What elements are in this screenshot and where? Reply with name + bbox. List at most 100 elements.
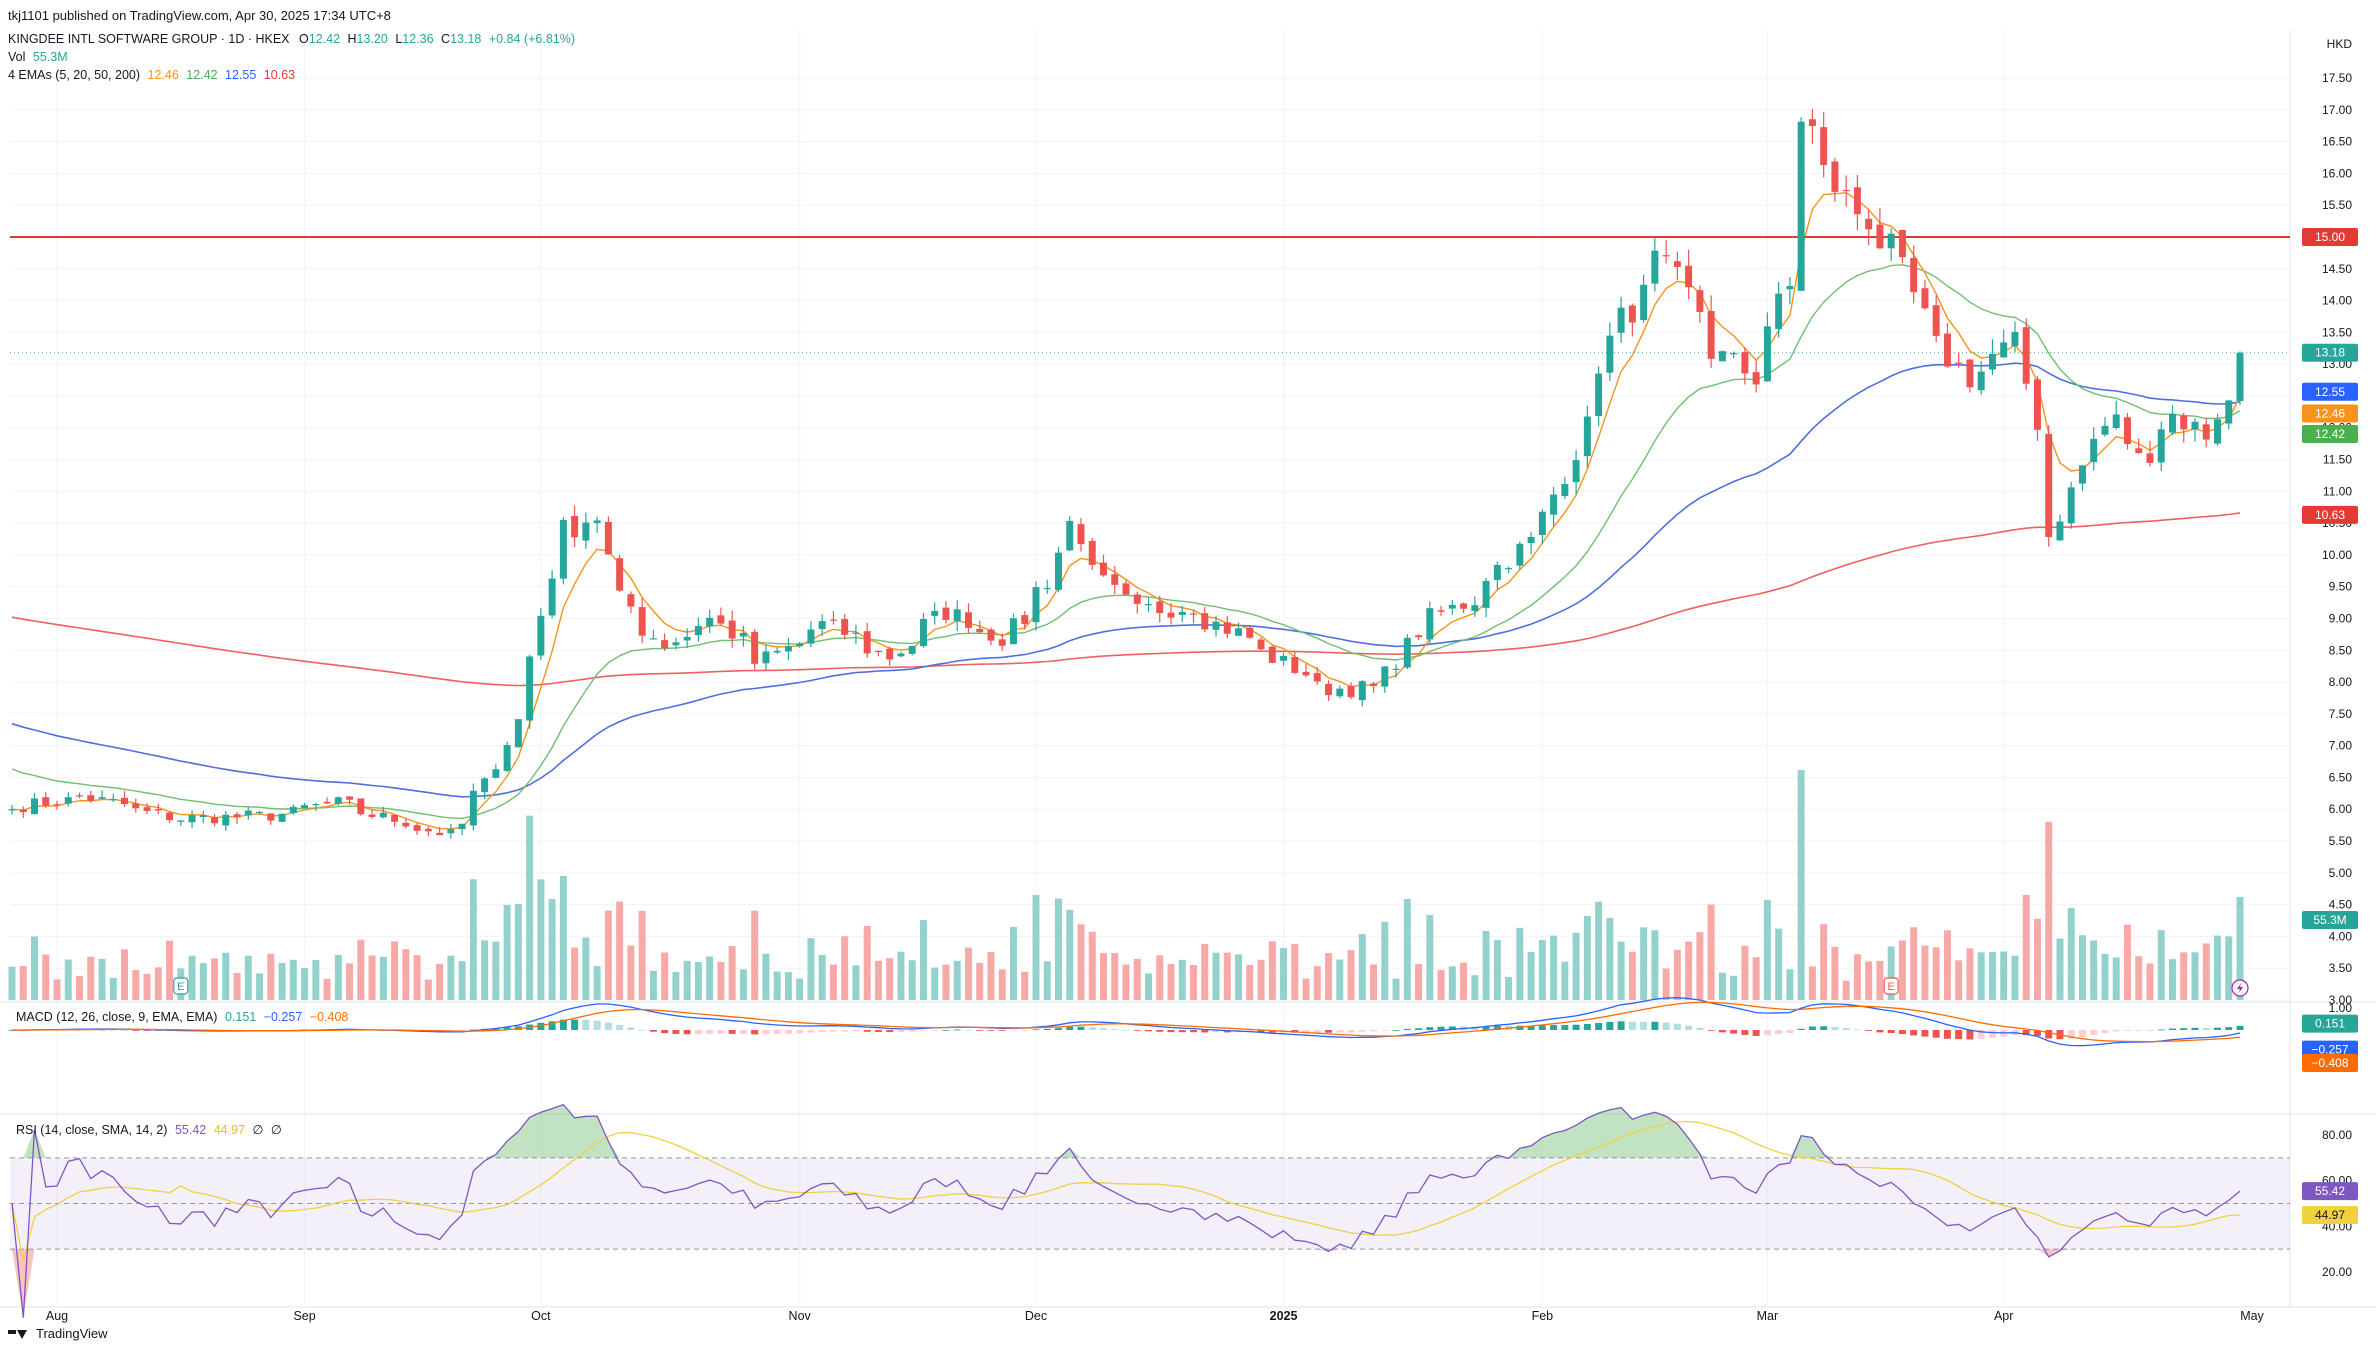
ema50-price-tag: 12.55: [2315, 385, 2345, 399]
volume-bar: [1763, 899, 1771, 1000]
rsi-overbought-fill: [1531, 1137, 1543, 1158]
candle-body: [1516, 543, 1524, 566]
macd-histogram-bar: [1842, 1028, 1850, 1030]
volume-bar: [357, 939, 365, 1000]
candle-body: [1550, 494, 1558, 515]
macd-histogram-bar: [1156, 1030, 1164, 1032]
macd-histogram-bar: [773, 1030, 781, 1035]
macd-histogram-bar: [784, 1030, 792, 1034]
volume-bar: [121, 949, 129, 1000]
volume-bar: [1685, 941, 1693, 1000]
earnings-marker-icon: [173, 977, 189, 995]
rsi-pane[interactable]: [10, 1103, 2290, 1318]
candle-body: [8, 809, 16, 811]
volume-bar: [2146, 963, 2154, 1000]
rsi-label[interactable]: RSI (14, close, SMA, 14, 2): [16, 1123, 168, 1137]
candle-body: [796, 643, 804, 647]
macd-histogram-bar: [1426, 1027, 1434, 1030]
macd-histogram-bar: [1662, 1022, 1670, 1030]
macd-histogram-bar: [2180, 1028, 2188, 1030]
volume-bar: [1921, 945, 1929, 1000]
candle-body: [1471, 605, 1479, 612]
macd-line-tag: −0.257: [2311, 1043, 2348, 1057]
candle-body: [2090, 438, 2098, 463]
volume-bar: [1471, 975, 1479, 1000]
candle-body: [1178, 611, 1186, 616]
candle-body: [1538, 511, 1546, 536]
macd-label[interactable]: MACD (12, 26, close, 9, EMA, EMA): [16, 1010, 218, 1024]
candle-body: [987, 629, 995, 641]
volume-bar: [278, 963, 286, 1000]
ema5-value: 12.46: [147, 68, 179, 82]
candle-body: [1066, 520, 1074, 551]
macd-histogram-bar: [571, 1019, 579, 1030]
candle-body: [1730, 353, 1738, 355]
volume-bar: [1651, 930, 1659, 1000]
price-labels: 15.00 13.18 12.55 12.46 12.42 10.63 55.3M 0.151…: [2302, 227, 2358, 1224]
candle-body: [256, 811, 264, 814]
symbol-header: KINGDEE INTL SOFTWARE GROUP · 1D · HKEX …: [8, 32, 575, 46]
macd-histogram-bar: [1437, 1026, 1445, 1030]
macd-histogram-bar: [1145, 1030, 1152, 1032]
ema5-price-tag: 12.46: [2315, 406, 2345, 420]
candle-body: [784, 646, 792, 652]
price-tick-label: 13.50: [2322, 325, 2352, 339]
macd-histogram-bar: [1685, 1025, 1693, 1030]
rsi-overbought-fill: [552, 1104, 564, 1158]
ema-label[interactable]: 4 EMAs (5, 20, 50, 200): [8, 68, 141, 82]
macd-histogram-bar: [1054, 1027, 1062, 1030]
footer: TradingView: [8, 1326, 108, 1341]
symbol-name[interactable]: KINGDEE INTL SOFTWARE GROUP · 1D · HKEX: [8, 32, 290, 46]
macd-histogram-bar: [1763, 1030, 1771, 1036]
volume-bar: [852, 965, 860, 1000]
volume-bar: [964, 947, 972, 1000]
candle-body: [413, 825, 421, 831]
candle-body: [919, 619, 927, 647]
macd-histogram-bar: [931, 1030, 939, 1031]
macd-histogram-bar: [1741, 1030, 1749, 1035]
candle-body: [1190, 613, 1198, 615]
candle-body: [1313, 673, 1321, 682]
macd-histogram-bar: [1707, 1030, 1715, 1031]
volume-bar: [1043, 961, 1051, 1000]
candle-body: [604, 521, 612, 555]
rsi-tag-bg: [2302, 1182, 2358, 1201]
volume-bar: [1482, 930, 1490, 1000]
volume-bar: [953, 960, 961, 1000]
candle-body: [1415, 635, 1423, 638]
volume-bar: [1437, 969, 1445, 1000]
volume-bar: [672, 971, 680, 1000]
volume-bar: [1572, 932, 1580, 1000]
vol-label[interactable]: Vol: [8, 50, 26, 64]
volume-bar: [334, 954, 342, 1000]
price-tick-label: 3.50: [2329, 961, 2353, 975]
volume-bar: [2123, 924, 2131, 1000]
candle-body: [1167, 612, 1175, 618]
candle-body: [87, 795, 95, 801]
macd-histogram-bar: [942, 1029, 950, 1031]
volume-bar: [1190, 965, 1198, 1000]
candle-body: [1606, 335, 1614, 373]
macd-histogram-bar: [672, 1030, 680, 1034]
volume-bar: [919, 919, 927, 1000]
macd-histogram-bar: [1190, 1030, 1198, 1033]
macd-histogram-bar: [1820, 1026, 1828, 1030]
price-tick-label: 9.00: [2329, 611, 2353, 625]
macd-histogram-bar: [1572, 1024, 1580, 1030]
macd-pane[interactable]: [8, 997, 2290, 1047]
volume-bar: [289, 959, 297, 1000]
macd-histogram-bar: [2202, 1027, 2210, 1030]
candle-body: [1246, 627, 1254, 638]
rsi-ma-value: 44.97: [213, 1123, 245, 1137]
macd-histogram-bar: [1538, 1025, 1546, 1030]
macd-histogram-bar: [908, 1030, 916, 1032]
resistance-price-tag-bg: [2302, 227, 2358, 246]
macd-tick-label: 1.00: [2329, 1001, 2353, 1015]
macd-histogram-bar: [2157, 1029, 2165, 1031]
candle-body: [1651, 250, 1659, 284]
volume-bar: [751, 910, 759, 1000]
volume-bar: [1201, 943, 1209, 1000]
